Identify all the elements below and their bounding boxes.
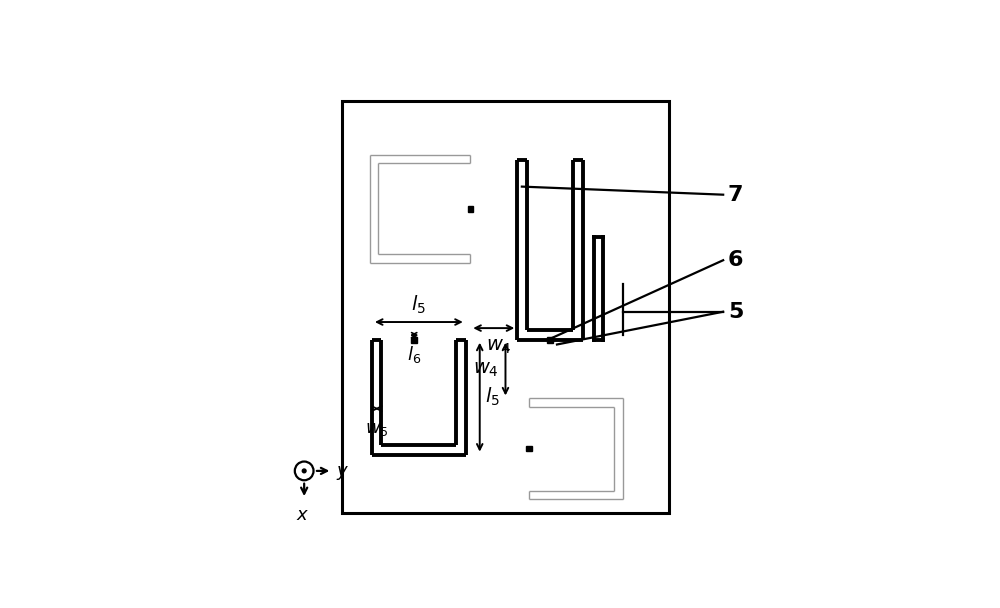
Text: $l_6$: $l_6$ [407, 345, 421, 365]
Text: $w_4$: $w_4$ [486, 337, 511, 356]
Circle shape [302, 469, 306, 473]
Text: $w_5$: $w_5$ [365, 420, 389, 438]
Text: y: y [337, 462, 348, 480]
Text: x: x [297, 506, 307, 524]
Bar [547, 337, 553, 343]
Text: $l_5$: $l_5$ [411, 294, 426, 316]
Bar [411, 337, 417, 343]
Text: 5: 5 [728, 302, 743, 322]
Text: 7: 7 [728, 185, 743, 205]
Bar [342, 101, 669, 513]
Bar [468, 206, 473, 212]
Text: $w_4$: $w_4$ [473, 359, 498, 379]
Text: 6: 6 [728, 250, 743, 270]
Text: $l_5$: $l_5$ [485, 386, 500, 409]
Bar [526, 446, 532, 452]
